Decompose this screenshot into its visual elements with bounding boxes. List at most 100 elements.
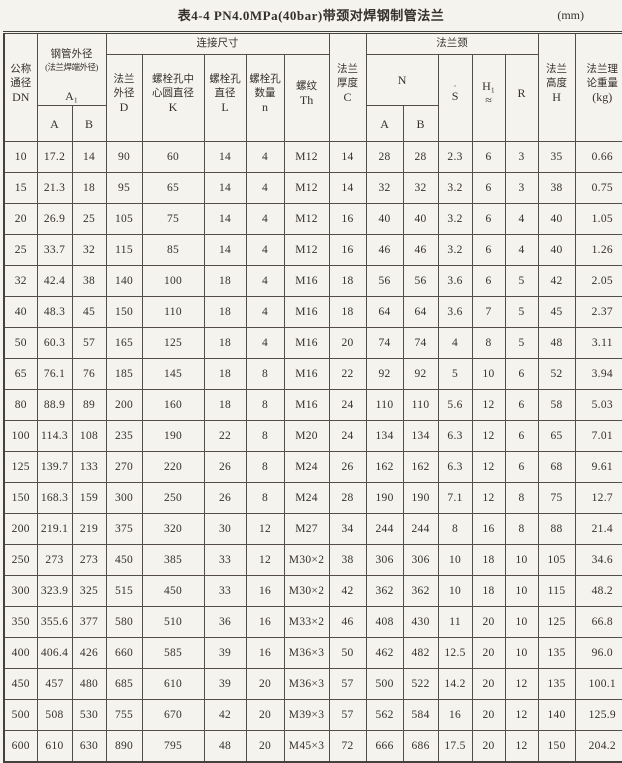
cell-k: 145 (141, 358, 205, 391)
cell-neck-a: 562 (365, 699, 404, 732)
header-pipe-od-symbol: A₁ (65, 88, 78, 103)
cell-neck-a: 666 (365, 730, 404, 763)
cell-dn: 25 (3, 234, 38, 267)
cell-neck-a: 32 (365, 172, 404, 205)
cell-l: 33 (203, 544, 247, 577)
cell-th: M16 (283, 296, 330, 329)
cell-kg: 204.2 (574, 730, 622, 763)
cell-n: 12 (245, 513, 285, 546)
cell-a: 60.3 (36, 327, 73, 360)
cell-b: 325 (71, 575, 107, 608)
cell-dn: 300 (3, 575, 38, 608)
cell-h1: 7 (471, 296, 506, 329)
cell-h1: 20 (471, 637, 506, 670)
cell-kg: 5.03 (574, 389, 622, 422)
cell-b: 219 (71, 513, 107, 546)
cell-h: 45 (537, 296, 576, 329)
cell-a: 323.9 (36, 575, 73, 608)
cell-neck-b: 306 (402, 544, 439, 577)
cell-dn: 500 (3, 699, 38, 732)
cell-neck-b: 32 (402, 172, 439, 205)
cell-s: 11 (437, 606, 473, 639)
cell-neck-b: 134 (402, 420, 439, 453)
cell-kg: 12.7 (574, 482, 622, 515)
cell-th: M27 (283, 513, 330, 546)
cell-r: 6 (504, 420, 539, 453)
cell-th: M16 (283, 358, 330, 391)
header-neck: 法兰颈 (365, 32, 539, 55)
cell-d: 580 (105, 606, 143, 639)
table-row: 15 21.3 18 95 65 14 4 M12 14 32 32 3.2 6 3 38 0.75 (3, 172, 622, 205)
header-flange-od-label: 法兰 外径 (113, 74, 135, 100)
cell-dn: 350 (3, 606, 38, 639)
cell-c: 50 (328, 637, 367, 670)
cell-b: 480 (71, 668, 107, 701)
cell-s: 3.2 (437, 203, 473, 236)
cell-neck-b: 162 (402, 451, 439, 484)
cell-k: 100 (141, 265, 205, 298)
cell-neck-a: 306 (365, 544, 404, 577)
cell-l: 39 (203, 668, 247, 701)
cell-n: 8 (245, 389, 285, 422)
header-height: 法兰 高度 H (537, 31, 576, 143)
cell-kg: 21.4 (574, 513, 622, 546)
table-row: 100 114.3 108 235 190 22 8 M20 24 134 134 6.3 12 6 65 7… (3, 420, 622, 453)
s-dot-mark: · (453, 81, 457, 92)
cell-c: 22 (328, 358, 367, 391)
header-neck-a: A (365, 105, 404, 143)
header-pipe-a: A (36, 105, 73, 143)
cell-a: 42.4 (36, 265, 73, 298)
header-dn: 公称 通径 DN (3, 31, 38, 143)
cell-neck-a: 244 (365, 513, 404, 546)
cell-neck-b: 244 (402, 513, 439, 546)
table-row: 200 219.1 219 375 320 30 12 M27 34 244 244 8 16 8 88 21… (3, 513, 622, 546)
cell-dn: 150 (3, 482, 38, 515)
cell-th: M45×3 (283, 730, 330, 763)
cell-c: 42 (328, 575, 367, 608)
table-row: 80 88.9 89 200 160 18 8 M16 24 110 110 5.6 12 6 58 5.03 (3, 389, 622, 422)
cell-b: 426 (71, 637, 107, 670)
cell-k: 60 (141, 141, 205, 174)
cell-c: 24 (328, 420, 367, 453)
cell-kg: 3.94 (574, 358, 622, 391)
cell-b: 377 (71, 606, 107, 639)
cell-r: 4 (504, 234, 539, 267)
cell-a: 76.1 (36, 358, 73, 391)
cell-kg: 96.0 (574, 637, 622, 670)
cell-h1: 16 (471, 513, 506, 546)
cell-dn: 125 (3, 451, 38, 484)
cell-neck-b: 362 (402, 575, 439, 608)
cell-n: 4 (245, 172, 285, 205)
table-row: 25 33.7 32 115 85 14 4 M12 16 46 46 3.2 6 4 40 1.26 (3, 234, 622, 267)
cell-neck-b: 46 (402, 234, 439, 267)
cell-th: M12 (283, 203, 330, 236)
header-bolt-circle-symbol: K (168, 100, 178, 115)
cell-kg: 66.8 (574, 606, 622, 639)
table-row: 10 17.2 14 90 60 14 4 M12 14 28 28 2.3 6 3 35 0.66 (3, 141, 622, 174)
cell-h1: 12 (471, 482, 506, 515)
cell-k: 160 (141, 389, 205, 422)
cell-s: 3.2 (437, 172, 473, 205)
cell-b: 273 (71, 544, 107, 577)
cell-h: 105 (537, 544, 576, 577)
cell-k: 85 (141, 234, 205, 267)
header-thread-symbol: Th (299, 93, 314, 108)
cell-l: 26 (203, 451, 247, 484)
cell-h: 42 (537, 265, 576, 298)
cell-h: 65 (537, 420, 576, 453)
cell-neck-b: 482 (402, 637, 439, 670)
cell-h1: 6 (471, 203, 506, 236)
cell-th: M12 (283, 172, 330, 205)
cell-d: 185 (105, 358, 143, 391)
cell-h: 35 (537, 141, 576, 174)
cell-h: 135 (537, 668, 576, 701)
cell-th: M30×2 (283, 575, 330, 608)
cell-b: 45 (71, 296, 107, 329)
cell-h: 38 (537, 172, 576, 205)
cell-b: 25 (71, 203, 107, 236)
cell-th: M20 (283, 420, 330, 453)
header-bolt-hole-dia-label: 螺栓孔 直径 (209, 74, 241, 100)
cell-k: 75 (141, 203, 205, 236)
cell-th: M12 (283, 234, 330, 267)
flange-dimension-table: 公称 通径 DN 钢管外径 (法兰焊端外径) A₁ 连接尺寸 法兰 厚度 C 法 (3, 31, 622, 763)
